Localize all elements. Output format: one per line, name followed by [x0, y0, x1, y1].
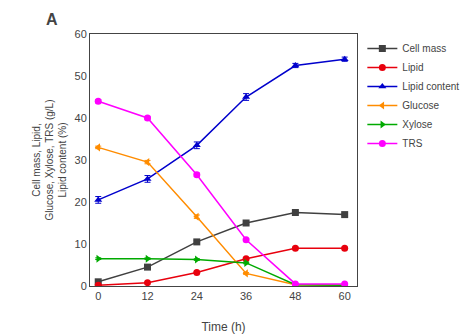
svg-text:Cell mass, Lipid,Glucose, Xylo: Cell mass, Lipid,Glucose, Xylose, TRS (g…: [31, 100, 68, 221]
svg-text:Lipid content: Lipid content: [402, 81, 459, 92]
svg-text:Glucose: Glucose: [402, 100, 439, 111]
svg-text:60: 60: [75, 28, 87, 40]
svg-text:50: 50: [75, 70, 87, 82]
svg-text:36: 36: [240, 290, 252, 302]
svg-text:30: 30: [75, 154, 87, 166]
svg-text:40: 40: [75, 112, 87, 124]
svg-text:60: 60: [339, 290, 351, 302]
svg-text:20: 20: [75, 196, 87, 208]
svg-text:48: 48: [289, 290, 301, 302]
svg-text:Time (h): Time (h): [201, 320, 245, 334]
svg-text:Lipid: Lipid: [402, 62, 423, 73]
svg-text:A: A: [46, 11, 58, 28]
svg-text:Cell mass: Cell mass: [402, 43, 446, 54]
svg-text:10: 10: [75, 238, 87, 250]
svg-text:24: 24: [191, 290, 203, 302]
svg-text:0: 0: [95, 290, 101, 302]
svg-text:12: 12: [141, 290, 153, 302]
svg-text:TRS: TRS: [402, 138, 422, 149]
svg-text:0: 0: [81, 280, 87, 292]
svg-text:Xylose: Xylose: [402, 119, 432, 130]
